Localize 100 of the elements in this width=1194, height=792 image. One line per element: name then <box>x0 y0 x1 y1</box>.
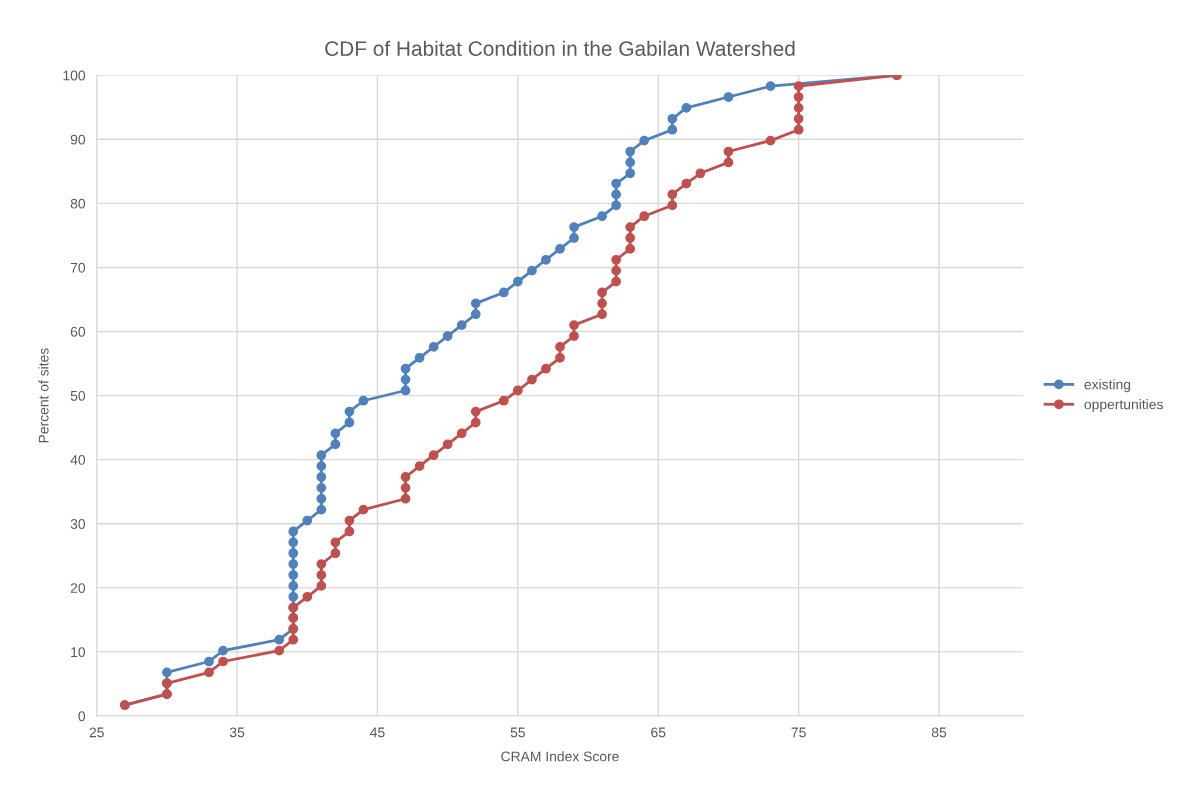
point <box>723 92 734 102</box>
point <box>569 320 579 330</box>
x-tick-label: 35 <box>229 727 245 738</box>
point <box>555 352 565 363</box>
point <box>316 450 327 461</box>
point <box>793 124 804 135</box>
y-tick-label: 40 <box>70 455 86 465</box>
point <box>302 515 313 526</box>
point <box>288 581 299 591</box>
point <box>316 493 327 504</box>
point <box>456 428 467 439</box>
point <box>470 417 481 428</box>
point <box>344 406 355 417</box>
point <box>667 124 678 135</box>
point <box>288 548 299 559</box>
point <box>218 645 228 656</box>
point <box>442 439 453 450</box>
y-tick-label: 0 <box>78 711 86 722</box>
point <box>569 233 579 243</box>
y-tick-label: 100 <box>63 70 86 81</box>
point <box>625 233 636 243</box>
point <box>625 222 636 232</box>
point <box>204 656 214 667</box>
point <box>793 92 804 102</box>
point <box>288 537 299 548</box>
x-tick-label: 75 <box>791 727 806 738</box>
y-tick-label: 20 <box>70 583 86 593</box>
point <box>793 81 804 91</box>
x-tick-label: 85 <box>931 727 947 738</box>
point <box>597 287 607 298</box>
point <box>330 439 341 450</box>
point <box>316 559 327 569</box>
point <box>569 331 579 341</box>
x-tick-label: 65 <box>651 727 666 738</box>
point <box>793 103 804 113</box>
point <box>625 244 636 254</box>
point <box>793 113 804 124</box>
point <box>625 146 636 157</box>
point <box>527 265 537 276</box>
y-tick-label: 10 <box>71 647 86 658</box>
point <box>513 385 523 396</box>
y-tick-label: 50 <box>70 390 86 401</box>
point <box>414 461 425 471</box>
point <box>569 222 579 232</box>
point <box>667 200 678 211</box>
point <box>470 298 481 309</box>
point <box>302 591 313 602</box>
point <box>695 168 706 179</box>
point <box>288 634 299 645</box>
x-tick-label: 25 <box>89 727 104 738</box>
point <box>611 189 622 200</box>
point <box>555 342 565 352</box>
x-axis-title: CRAM Index Score <box>501 751 619 762</box>
point <box>498 395 509 406</box>
point <box>611 265 622 276</box>
y-tick-label: 30 <box>70 519 86 529</box>
point <box>162 667 172 678</box>
point <box>274 645 285 656</box>
point <box>428 450 439 461</box>
point <box>765 135 776 146</box>
point <box>204 667 214 678</box>
point <box>611 178 622 189</box>
point <box>400 385 411 396</box>
point <box>330 548 341 559</box>
point <box>428 342 439 352</box>
point <box>414 352 425 363</box>
point <box>400 374 411 385</box>
point <box>611 254 622 265</box>
point <box>400 363 411 374</box>
point <box>316 472 327 482</box>
point <box>316 483 327 493</box>
point <box>442 331 453 341</box>
point <box>470 406 481 417</box>
point <box>400 483 411 493</box>
point <box>639 135 650 146</box>
point <box>597 211 607 222</box>
y-tick-label: 60 <box>70 326 86 337</box>
y-axis-title: Percent of sites <box>38 348 49 443</box>
point <box>625 168 636 179</box>
point <box>344 417 355 428</box>
point <box>470 309 481 320</box>
point <box>765 81 776 91</box>
point <box>400 493 411 504</box>
x-tick-label: 45 <box>370 727 385 738</box>
point <box>681 178 692 189</box>
point <box>316 461 327 471</box>
point <box>330 428 341 439</box>
point <box>400 472 411 482</box>
point <box>541 254 551 265</box>
point <box>597 298 607 309</box>
point <box>344 526 355 537</box>
x-tick-label: 55 <box>510 727 526 738</box>
point <box>288 526 299 537</box>
point <box>611 200 622 211</box>
point <box>625 157 636 168</box>
point <box>681 103 692 113</box>
point <box>218 656 228 667</box>
point <box>513 276 523 287</box>
point <box>316 504 327 515</box>
point <box>358 504 369 515</box>
